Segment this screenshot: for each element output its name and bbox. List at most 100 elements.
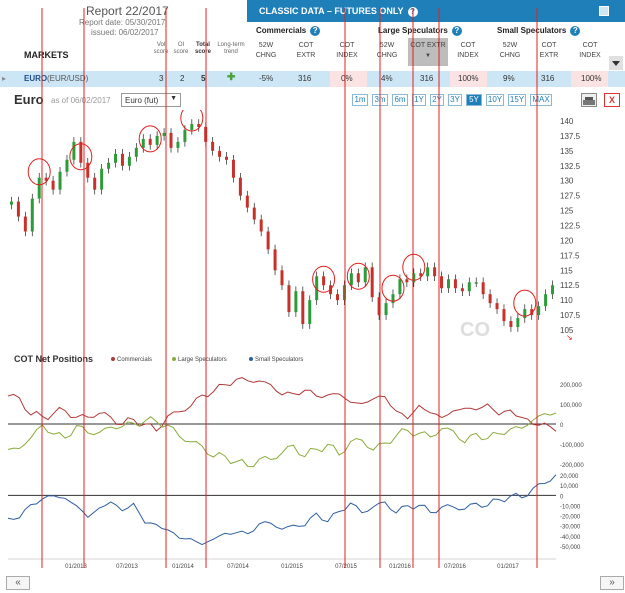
- y-tick-label: 135: [560, 147, 574, 156]
- candle-body: [231, 159, 235, 178]
- scroll-right-button[interactable]: »: [600, 576, 624, 590]
- help-icon[interactable]: ?: [407, 7, 418, 17]
- range-button-10y[interactable]: 10Y: [486, 94, 504, 106]
- candle-body: [322, 276, 326, 286]
- help-icon[interactable]: ?: [570, 26, 581, 36]
- y-tick-label: 130: [560, 177, 574, 186]
- x-tick-label: 01/2017: [497, 564, 519, 570]
- y-tick-label: 0: [560, 494, 564, 500]
- col-cot-index[interactable]: COT INDEX: [457, 42, 479, 59]
- highlight-circle: [381, 274, 405, 302]
- candle-body: [516, 318, 520, 328]
- range-button-3y[interactable]: 3Y: [448, 94, 462, 106]
- classic-data-title: CLASSIC DATA – FUTURES ONLY: [259, 6, 404, 16]
- scroll-left-button[interactable]: «: [6, 576, 30, 590]
- long-term-trend-header[interactable]: Long-term trend: [217, 42, 245, 55]
- series-line-small-speculators: [7, 474, 557, 546]
- chevron-down-icon: ▼: [170, 95, 177, 102]
- candle-body: [377, 297, 381, 316]
- candle-body: [218, 150, 222, 157]
- candle-body: [141, 138, 145, 148]
- y-tick-label: -200,000: [560, 463, 584, 469]
- close-button[interactable]: X: [604, 93, 620, 107]
- col-cot-index[interactable]: COT INDEX: [579, 42, 601, 59]
- print-chart-icon[interactable]: [581, 93, 597, 107]
- legend-large-spec: Large Speculators: [172, 357, 227, 363]
- group-large-speculators: Large Speculators?: [378, 22, 462, 38]
- col-cot-index[interactable]: COT INDEX: [336, 42, 358, 59]
- col-52w-chng[interactable]: 52W CHNG: [499, 42, 521, 59]
- highlight-circle: [138, 125, 162, 153]
- help-icon[interactable]: ?: [310, 26, 321, 36]
- expand-icon[interactable]: ▸: [2, 74, 7, 83]
- col-52w-chng[interactable]: 52W CHNG: [376, 42, 398, 59]
- total-score-header[interactable]: Total score: [194, 42, 211, 55]
- range-button-1m[interactable]: 1m: [352, 94, 368, 106]
- candle-body: [488, 294, 492, 304]
- markets-header[interactable]: MARKETS: [24, 50, 69, 60]
- candle-body: [481, 282, 485, 295]
- range-button-5y[interactable]: 5Y: [466, 94, 482, 106]
- candle-body: [384, 303, 388, 316]
- market-select[interactable]: Euro (fut) ▼: [121, 93, 181, 107]
- col-52w-chng[interactable]: 52W CHNG: [255, 42, 277, 59]
- series-line-commercials: [7, 377, 557, 432]
- candle-body: [301, 291, 305, 325]
- range-button-3m[interactable]: 3m: [372, 94, 388, 106]
- row-values: -5% 316 0% 4% 316 100% 9% 316 100%: [0, 74, 625, 86]
- group-label: Large Speculators: [378, 26, 448, 35]
- candle-body: [252, 207, 256, 220]
- y-tick-label: 20,000: [560, 474, 579, 480]
- oi-score-header[interactable]: OI score: [173, 42, 189, 55]
- y-tick-label: 110: [560, 296, 573, 305]
- y-tick-label: 127.5: [560, 192, 581, 201]
- cell-value: 316: [541, 74, 555, 83]
- col-cot-extr[interactable]: COT EXTR: [539, 42, 559, 59]
- candle-body: [474, 282, 478, 284]
- candle-body: [65, 159, 69, 172]
- y-tick-label: 115: [560, 266, 573, 275]
- candle-body: [23, 216, 27, 232]
- market-name[interactable]: EURO: [24, 74, 48, 83]
- y-tick-label: 107.5: [560, 311, 581, 320]
- highlight-cell: [450, 71, 487, 87]
- candle-body: [349, 273, 353, 286]
- range-button-6m[interactable]: 6m: [392, 94, 408, 106]
- col-cot-extr[interactable]: COT EXTR: [296, 42, 316, 59]
- y-tick-label: 0: [560, 423, 564, 429]
- sort-down-icon: ▼: [425, 53, 431, 59]
- candle-body: [467, 282, 471, 292]
- candle-body: [127, 156, 131, 166]
- highlight-circle: [402, 253, 426, 281]
- candle-body: [37, 177, 41, 199]
- y-tick-label: 140: [560, 117, 574, 126]
- y-tick-label: 122.5: [560, 222, 581, 231]
- y-tick-label: 137.5: [560, 132, 581, 141]
- y-tick-label: -30,000: [560, 525, 581, 531]
- legend-label: Small Speculators: [255, 357, 304, 363]
- candle-body: [169, 132, 173, 148]
- print-icon[interactable]: [599, 6, 609, 16]
- candle-body: [315, 276, 319, 301]
- candle-body: [370, 267, 374, 298]
- range-button-2y[interactable]: 2Y: [430, 94, 444, 106]
- classic-data-bar: CLASSIC DATA – FUTURES ONLY?: [247, 0, 625, 22]
- help-icon[interactable]: ?: [451, 26, 462, 36]
- y-tick-label: 125: [560, 207, 574, 216]
- col-cot-extr-selected[interactable]: COT EXTR ▼: [408, 38, 448, 66]
- candle-body: [211, 141, 215, 151]
- candle-body: [190, 123, 194, 130]
- candle-body: [308, 300, 312, 325]
- watermark-logo: CO: [460, 319, 490, 341]
- range-button-1y[interactable]: 1Y: [412, 94, 426, 106]
- candle-body: [245, 195, 249, 208]
- dropdown-arrow-icon[interactable]: [609, 56, 623, 70]
- candle-body: [72, 141, 76, 160]
- range-button-15y[interactable]: 15Y: [508, 94, 526, 106]
- vol-score-header[interactable]: Vol score: [153, 42, 169, 55]
- y-tick-label: 200,000: [560, 383, 582, 389]
- oi-score: 2: [180, 74, 185, 83]
- highlight-circle: [69, 143, 93, 171]
- vol-score: 3: [159, 74, 164, 83]
- range-button-max[interactable]: MAX: [530, 94, 552, 106]
